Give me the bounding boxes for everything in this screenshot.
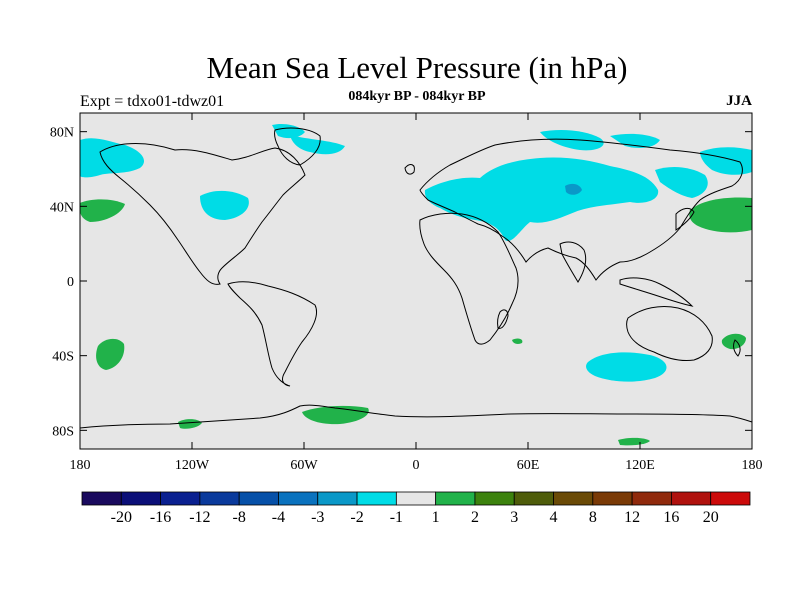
anomaly-north-atlantic-cyan (290, 135, 345, 155)
colorbar-label: 3 (510, 509, 518, 526)
colorbar-swatch (710, 491, 751, 506)
coastline-new-zealand (733, 339, 741, 357)
colorbar-label: -12 (189, 509, 210, 526)
colorbar-swatch (474, 491, 515, 506)
colorbar-label: -16 (150, 509, 171, 526)
colorbar-swatch (631, 491, 672, 506)
x-tick-label: 180 (70, 458, 91, 473)
anomaly-arctic-canada-cyan (80, 138, 145, 178)
anomaly-beringia-cyan (700, 147, 752, 175)
anomaly-central-asia-darker (565, 183, 582, 195)
colorbar-swatch (160, 491, 201, 506)
colorbar-label: -2 (350, 509, 363, 526)
anomaly-ross-green (178, 419, 202, 429)
map-panel (79, 112, 753, 450)
anomaly-scandinavia-cyan (540, 130, 604, 151)
colorbar-swatch (592, 491, 633, 506)
y-tick-label: 0 (67, 275, 74, 290)
colorbar-label: -4 (272, 509, 285, 526)
anomaly-regions (80, 123, 752, 446)
coastline-japan (675, 207, 695, 231)
colorbar-swatch (81, 491, 122, 506)
coastlines (79, 127, 753, 429)
anomaly-small-cyan-africa (512, 338, 523, 344)
colorbar-label: 16 (663, 509, 679, 526)
coastline-antarctica (79, 404, 753, 429)
x-tick-label: 0 (413, 458, 420, 473)
colorbar-label: -3 (311, 509, 324, 526)
anomaly-north-pacific-east-green (80, 199, 125, 222)
anomaly-arctic-siberia-cyan (610, 133, 660, 148)
coastline-north-america (99, 143, 306, 285)
coastline-africa (419, 212, 519, 345)
anomaly-north-pacific-west-green (689, 197, 752, 233)
y-tick-label: 40S (52, 350, 74, 365)
axis-ticks: 80N 40N 0 40S 80S 180 120W 60W 0 60E 120E 180 (50, 113, 763, 473)
x-tick-label: 180 (742, 458, 763, 473)
coastline-uk (404, 164, 415, 175)
coastline-india (559, 241, 587, 283)
coastline-maritime-asia (619, 277, 694, 307)
anomaly-southern-indian-cyan (586, 352, 667, 382)
anomaly-greenland-cyan (272, 123, 305, 139)
colorbar-swatch (356, 491, 397, 506)
anomaly-east-asia-cyan (655, 167, 708, 198)
experiment-label: Expt = tdxo01-tdwz01 (80, 93, 225, 110)
colorbar-swatch (199, 491, 240, 506)
anomaly-eurasia-cyan (424, 157, 659, 241)
y-tick-label: 80S (52, 424, 74, 439)
colorbar-swatch (238, 491, 279, 506)
colorbar-label: 12 (624, 509, 640, 526)
x-tick-label: 60W (290, 458, 318, 473)
colorbar-label: 8 (589, 509, 597, 526)
colorbar-swatch (553, 491, 594, 506)
chart-subtitle: 084kyr BP - 084kyr BP (348, 89, 486, 104)
x-tick-label: 60E (517, 458, 540, 473)
colorbar-swatch (395, 491, 437, 506)
y-tick-label: 40N (50, 200, 74, 215)
coastline-south-america (227, 281, 317, 387)
y-tick-label: 80N (50, 126, 74, 141)
colorbar-label: 4 (550, 509, 558, 526)
coastline-australia (626, 305, 713, 361)
coastline-madagascar (497, 309, 509, 329)
colorbar-swatch (120, 491, 161, 506)
anomaly-north-pacific-cyan (200, 190, 249, 220)
colorbar: -20 -16 -12 -8 -4 -3 -2 -1 1 2 3 4 8 12 16 20 (81, 491, 751, 526)
colorbar-swatch (435, 491, 476, 506)
colorbar-swatch (317, 491, 358, 506)
coastline-eurasia (419, 138, 743, 281)
colorbar-label: 20 (703, 509, 719, 526)
map-background (80, 113, 752, 449)
anomaly-east-antarctic-green (618, 437, 650, 446)
x-tick-label: 120W (175, 458, 210, 473)
x-tick-label: 120E (625, 458, 655, 473)
season-label: JJA (726, 93, 752, 109)
colorbar-label: -1 (390, 509, 403, 526)
anomaly-south-pacific-green (96, 338, 125, 370)
coastline-greenland (274, 127, 321, 166)
colorbar-label: -8 (233, 509, 246, 526)
colorbar-label: 1 (432, 509, 440, 526)
colorbar-label: 2 (471, 509, 479, 526)
colorbar-swatch (513, 491, 554, 506)
colorbar-swatch (278, 491, 319, 506)
colorbar-swatch (671, 491, 712, 506)
colorbar-label: -20 (111, 509, 132, 526)
chart-title: Mean Sea Level Pressure (in hPa) (206, 50, 628, 85)
